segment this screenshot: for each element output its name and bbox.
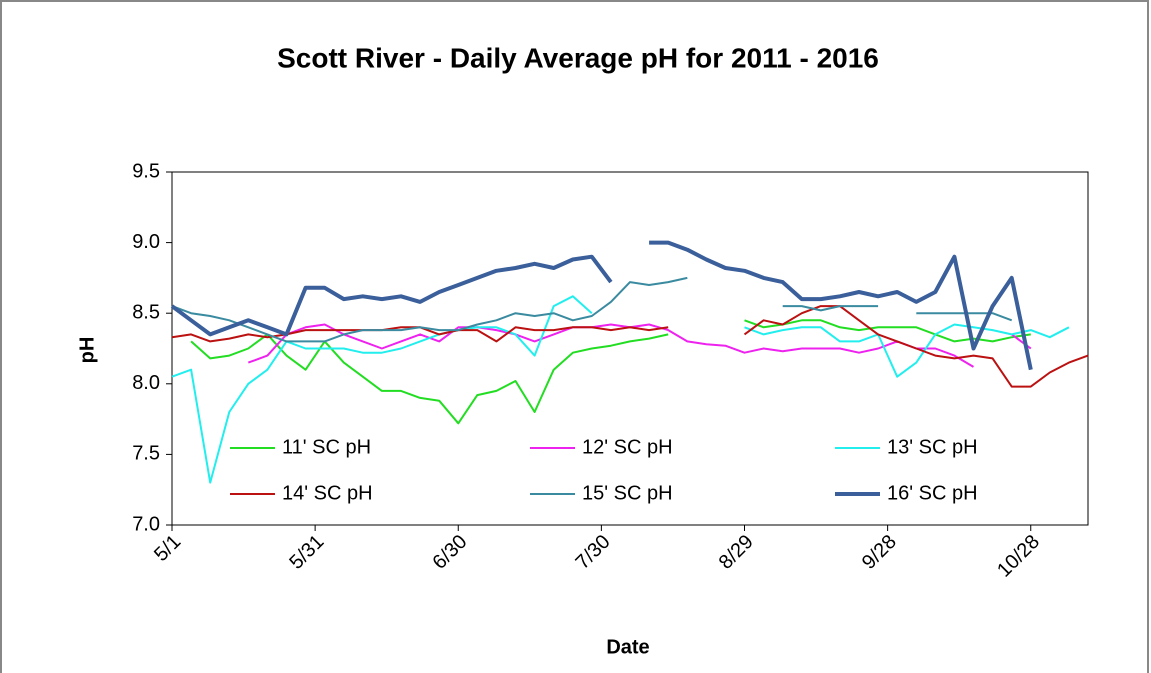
- y-axis-label: pH: [76, 337, 98, 364]
- legend-label: 14' SC pH: [282, 482, 373, 504]
- x-axis-label: Date: [606, 636, 649, 658]
- y-tick-label: 8.5: [132, 301, 160, 323]
- series-line: [190, 319, 1031, 425]
- series-line: [170, 240, 1033, 371]
- series-line: [171, 305, 1089, 388]
- x-tick-label: 9/28: [858, 531, 901, 574]
- legend-label: 16' SC pH: [887, 482, 978, 504]
- legend-label: 15' SC pH: [582, 482, 673, 504]
- legend-label: 13' SC pH: [887, 436, 978, 458]
- series-line: [171, 295, 1070, 484]
- x-tick-label: 5/1: [150, 531, 185, 566]
- legend-label: 12' SC pH: [582, 436, 673, 458]
- x-tick-label: 6/30: [428, 531, 471, 574]
- y-tick-label: 9.5: [132, 160, 160, 182]
- plot-frame: [171, 171, 1089, 526]
- legend-label: 11' SC pH: [282, 436, 371, 458]
- y-tick-label: 8.0: [132, 372, 160, 394]
- series-line: [171, 276, 1013, 343]
- y-tick-label: 9.0: [132, 231, 160, 253]
- x-tick-label: 10/28: [993, 531, 1044, 582]
- x-tick-label: 5/31: [285, 531, 328, 574]
- y-tick-label: 7.0: [132, 513, 160, 535]
- y-tick-label: 7.5: [132, 443, 160, 465]
- chart-title: Scott River - Daily Average pH for 2011 …: [277, 42, 879, 73]
- x-tick-label: 8/29: [715, 531, 758, 574]
- x-tick-label: 7/30: [572, 531, 615, 574]
